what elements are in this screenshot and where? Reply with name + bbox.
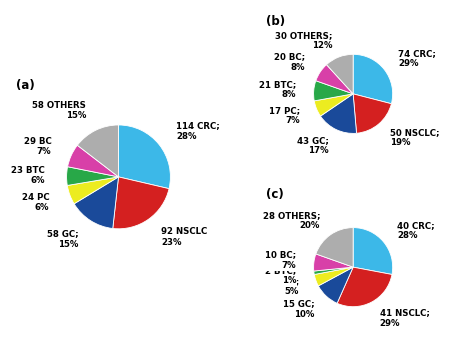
Text: 40 CRC;
28%: 40 CRC; 28% [397, 221, 435, 240]
Wedge shape [353, 227, 392, 274]
Wedge shape [319, 267, 353, 303]
Text: 21 BTC;
8%: 21 BTC; 8% [259, 79, 296, 99]
Text: 114 CRC;
28%: 114 CRC; 28% [176, 121, 220, 141]
Text: (a): (a) [16, 79, 35, 92]
Wedge shape [314, 267, 353, 274]
Text: 92 NSCLC
23%: 92 NSCLC 23% [161, 227, 207, 247]
Wedge shape [320, 94, 356, 134]
Text: 7 PC;
5%: 7 PC; 5% [274, 277, 299, 296]
Text: 58 OTHERS
15%: 58 OTHERS 15% [32, 101, 86, 121]
Wedge shape [314, 81, 353, 101]
Wedge shape [77, 125, 118, 177]
Text: 41 NSCLC;
29%: 41 NSCLC; 29% [380, 308, 429, 327]
Text: (b): (b) [266, 15, 285, 28]
Text: 58 GC;
15%: 58 GC; 15% [47, 229, 79, 249]
Wedge shape [337, 267, 392, 307]
Text: 23 BTC
6%: 23 BTC 6% [11, 166, 45, 186]
Wedge shape [314, 254, 353, 271]
Text: 2 BTC;
1%: 2 BTC; 1% [265, 266, 296, 285]
Wedge shape [118, 125, 171, 189]
Wedge shape [353, 94, 392, 133]
Text: 50 NSCLC;
19%: 50 NSCLC; 19% [390, 128, 440, 147]
Wedge shape [314, 267, 353, 286]
Wedge shape [316, 65, 353, 94]
Text: 24 PC
6%: 24 PC 6% [22, 193, 49, 212]
Text: 30 OTHERS;
12%: 30 OTHERS; 12% [275, 31, 332, 50]
Wedge shape [113, 177, 169, 229]
Text: 20 BC;
8%: 20 BC; 8% [274, 52, 305, 72]
Wedge shape [327, 54, 353, 94]
Text: 74 CRC;
29%: 74 CRC; 29% [399, 49, 437, 69]
Wedge shape [68, 145, 118, 177]
Text: 43 GC;
17%: 43 GC; 17% [297, 136, 328, 155]
Text: (c): (c) [266, 188, 284, 201]
Wedge shape [67, 177, 118, 204]
Wedge shape [314, 94, 353, 116]
Wedge shape [66, 167, 118, 186]
Text: 29 BC
7%: 29 BC 7% [24, 137, 51, 156]
Wedge shape [353, 54, 392, 104]
Text: 15 GC;
10%: 15 GC; 10% [283, 300, 314, 319]
Text: 28 OTHERS;
20%: 28 OTHERS; 20% [263, 210, 320, 230]
Text: 17 PC;
7%: 17 PC; 7% [269, 106, 300, 125]
Wedge shape [74, 177, 118, 229]
Text: 10 BC;
7%: 10 BC; 7% [265, 251, 296, 270]
Wedge shape [316, 227, 353, 267]
